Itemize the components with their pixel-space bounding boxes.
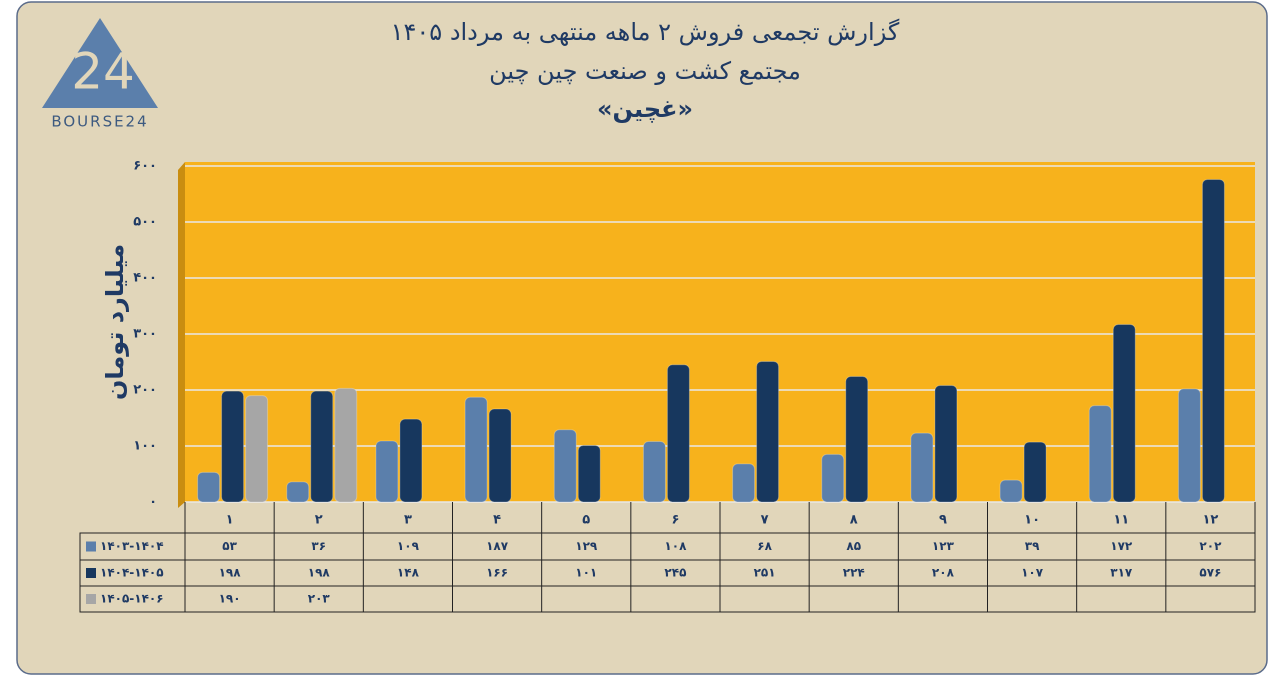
legend-swatch — [86, 541, 96, 552]
table-value: ۱۹۸ — [308, 566, 331, 580]
x-tick-label: ۴ — [493, 513, 501, 528]
bar — [286, 481, 310, 503]
bar — [310, 390, 334, 503]
bar — [666, 364, 690, 503]
logo-mark: 24 — [71, 43, 135, 101]
table-value: ۸۵ — [846, 539, 861, 553]
x-tick-label: ۱۲ — [1202, 513, 1218, 528]
table-value: ۲۰۸ — [932, 566, 955, 580]
table-value: ۲۲۴ — [843, 566, 865, 580]
bar — [999, 479, 1023, 503]
y-tick-label: ۱۰۰ — [133, 439, 157, 454]
x-tick-label: ۷ — [761, 513, 769, 528]
bar — [577, 444, 601, 503]
table-value: ۵۷۶ — [1199, 566, 1221, 580]
bar — [934, 385, 958, 503]
table-value: ۳۹ — [1025, 539, 1040, 553]
bar — [221, 390, 245, 503]
table-value: ۱۰۷ — [1021, 566, 1044, 580]
table-value: ۱۰۸ — [664, 539, 687, 553]
table-value: ۱۲۹ — [575, 539, 598, 553]
x-tick-label: ۱۱ — [1113, 513, 1129, 528]
table-value: ۱۰۹ — [397, 539, 420, 553]
chart-subtitle: مجتمع کشت و صنعت چین چین — [489, 57, 801, 85]
y-tick-label: ۴۰۰ — [133, 271, 157, 286]
x-tick-label: ۹ — [939, 513, 947, 528]
bar — [1201, 178, 1225, 503]
table-value: ۱۶۶ — [486, 566, 508, 580]
bar — [488, 408, 512, 503]
table-value: ۶۸ — [757, 539, 772, 553]
table-value: ۱۸۷ — [486, 539, 509, 553]
x-tick-label: ۸ — [850, 513, 858, 528]
bar — [756, 360, 780, 503]
legend-label: ۱۴۰۴-۱۴۰۵ — [100, 566, 164, 580]
bar — [910, 432, 934, 503]
table-value: ۲۰۲ — [1199, 539, 1222, 553]
bar — [553, 429, 577, 503]
bar — [245, 395, 269, 503]
bar — [1177, 388, 1201, 503]
x-tick-label: ۳ — [404, 513, 412, 528]
table-value: ۲۵۱ — [754, 566, 776, 580]
x-tick-label: ۶ — [671, 513, 679, 528]
chart-symbol: «غچین» — [597, 95, 693, 123]
table-value: ۱۰۱ — [575, 566, 597, 580]
x-tick-label: ۱۰ — [1024, 513, 1040, 528]
logo-triangle — [42, 18, 158, 108]
bar — [732, 463, 756, 503]
table-value: ۱۲۳ — [932, 539, 955, 553]
bar — [1088, 405, 1112, 503]
bar — [1112, 323, 1136, 503]
legend-swatch — [86, 594, 96, 604]
legend-label: ۱۴۰۵-۱۴۰۶ — [100, 592, 164, 606]
plot-wall — [178, 162, 185, 508]
bar — [464, 396, 488, 503]
table-value: ۱۴۸ — [397, 566, 420, 580]
bar — [399, 418, 423, 503]
legend-swatch — [86, 568, 96, 578]
table-value: ۳۶ — [311, 539, 326, 553]
bar — [1023, 441, 1047, 503]
y-tick-label: ۵۰۰ — [133, 215, 157, 230]
bar — [197, 471, 221, 503]
table-value: ۱۷۲ — [1110, 539, 1133, 553]
logo-name: BOURSE24 — [51, 113, 148, 131]
chart-title: گزارش تجمعی فروش ۲ ماهه منتهی به مرداد ۱… — [391, 18, 900, 46]
table-value: ۲۰۳ — [308, 592, 331, 606]
x-tick-label: ۲ — [315, 513, 323, 528]
x-tick-label: ۵ — [582, 513, 590, 528]
bar — [334, 387, 358, 503]
y-tick-label: ۲۰۰ — [133, 383, 157, 398]
table-value: ۲۴۵ — [664, 566, 686, 580]
y-tick-label: ۳۰۰ — [133, 327, 157, 342]
table-value: ۱۹۸ — [219, 566, 242, 580]
table-value: ۳۱۷ — [1110, 566, 1133, 580]
y-tick-label: ۶۰۰ — [133, 159, 157, 174]
table-value: ۱۹۰ — [219, 592, 241, 606]
bar — [375, 440, 399, 503]
table-value: ۵۳ — [222, 539, 237, 553]
y-tick-label: ۰ — [149, 495, 157, 510]
bar — [845, 376, 869, 503]
legend-label: ۱۴۰۳-۱۴۰۴ — [100, 539, 164, 553]
x-tick-label: ۱ — [226, 513, 234, 528]
y-axis-label: میلیارد تومان — [101, 244, 129, 400]
bar — [821, 453, 845, 503]
bar — [642, 441, 666, 503]
